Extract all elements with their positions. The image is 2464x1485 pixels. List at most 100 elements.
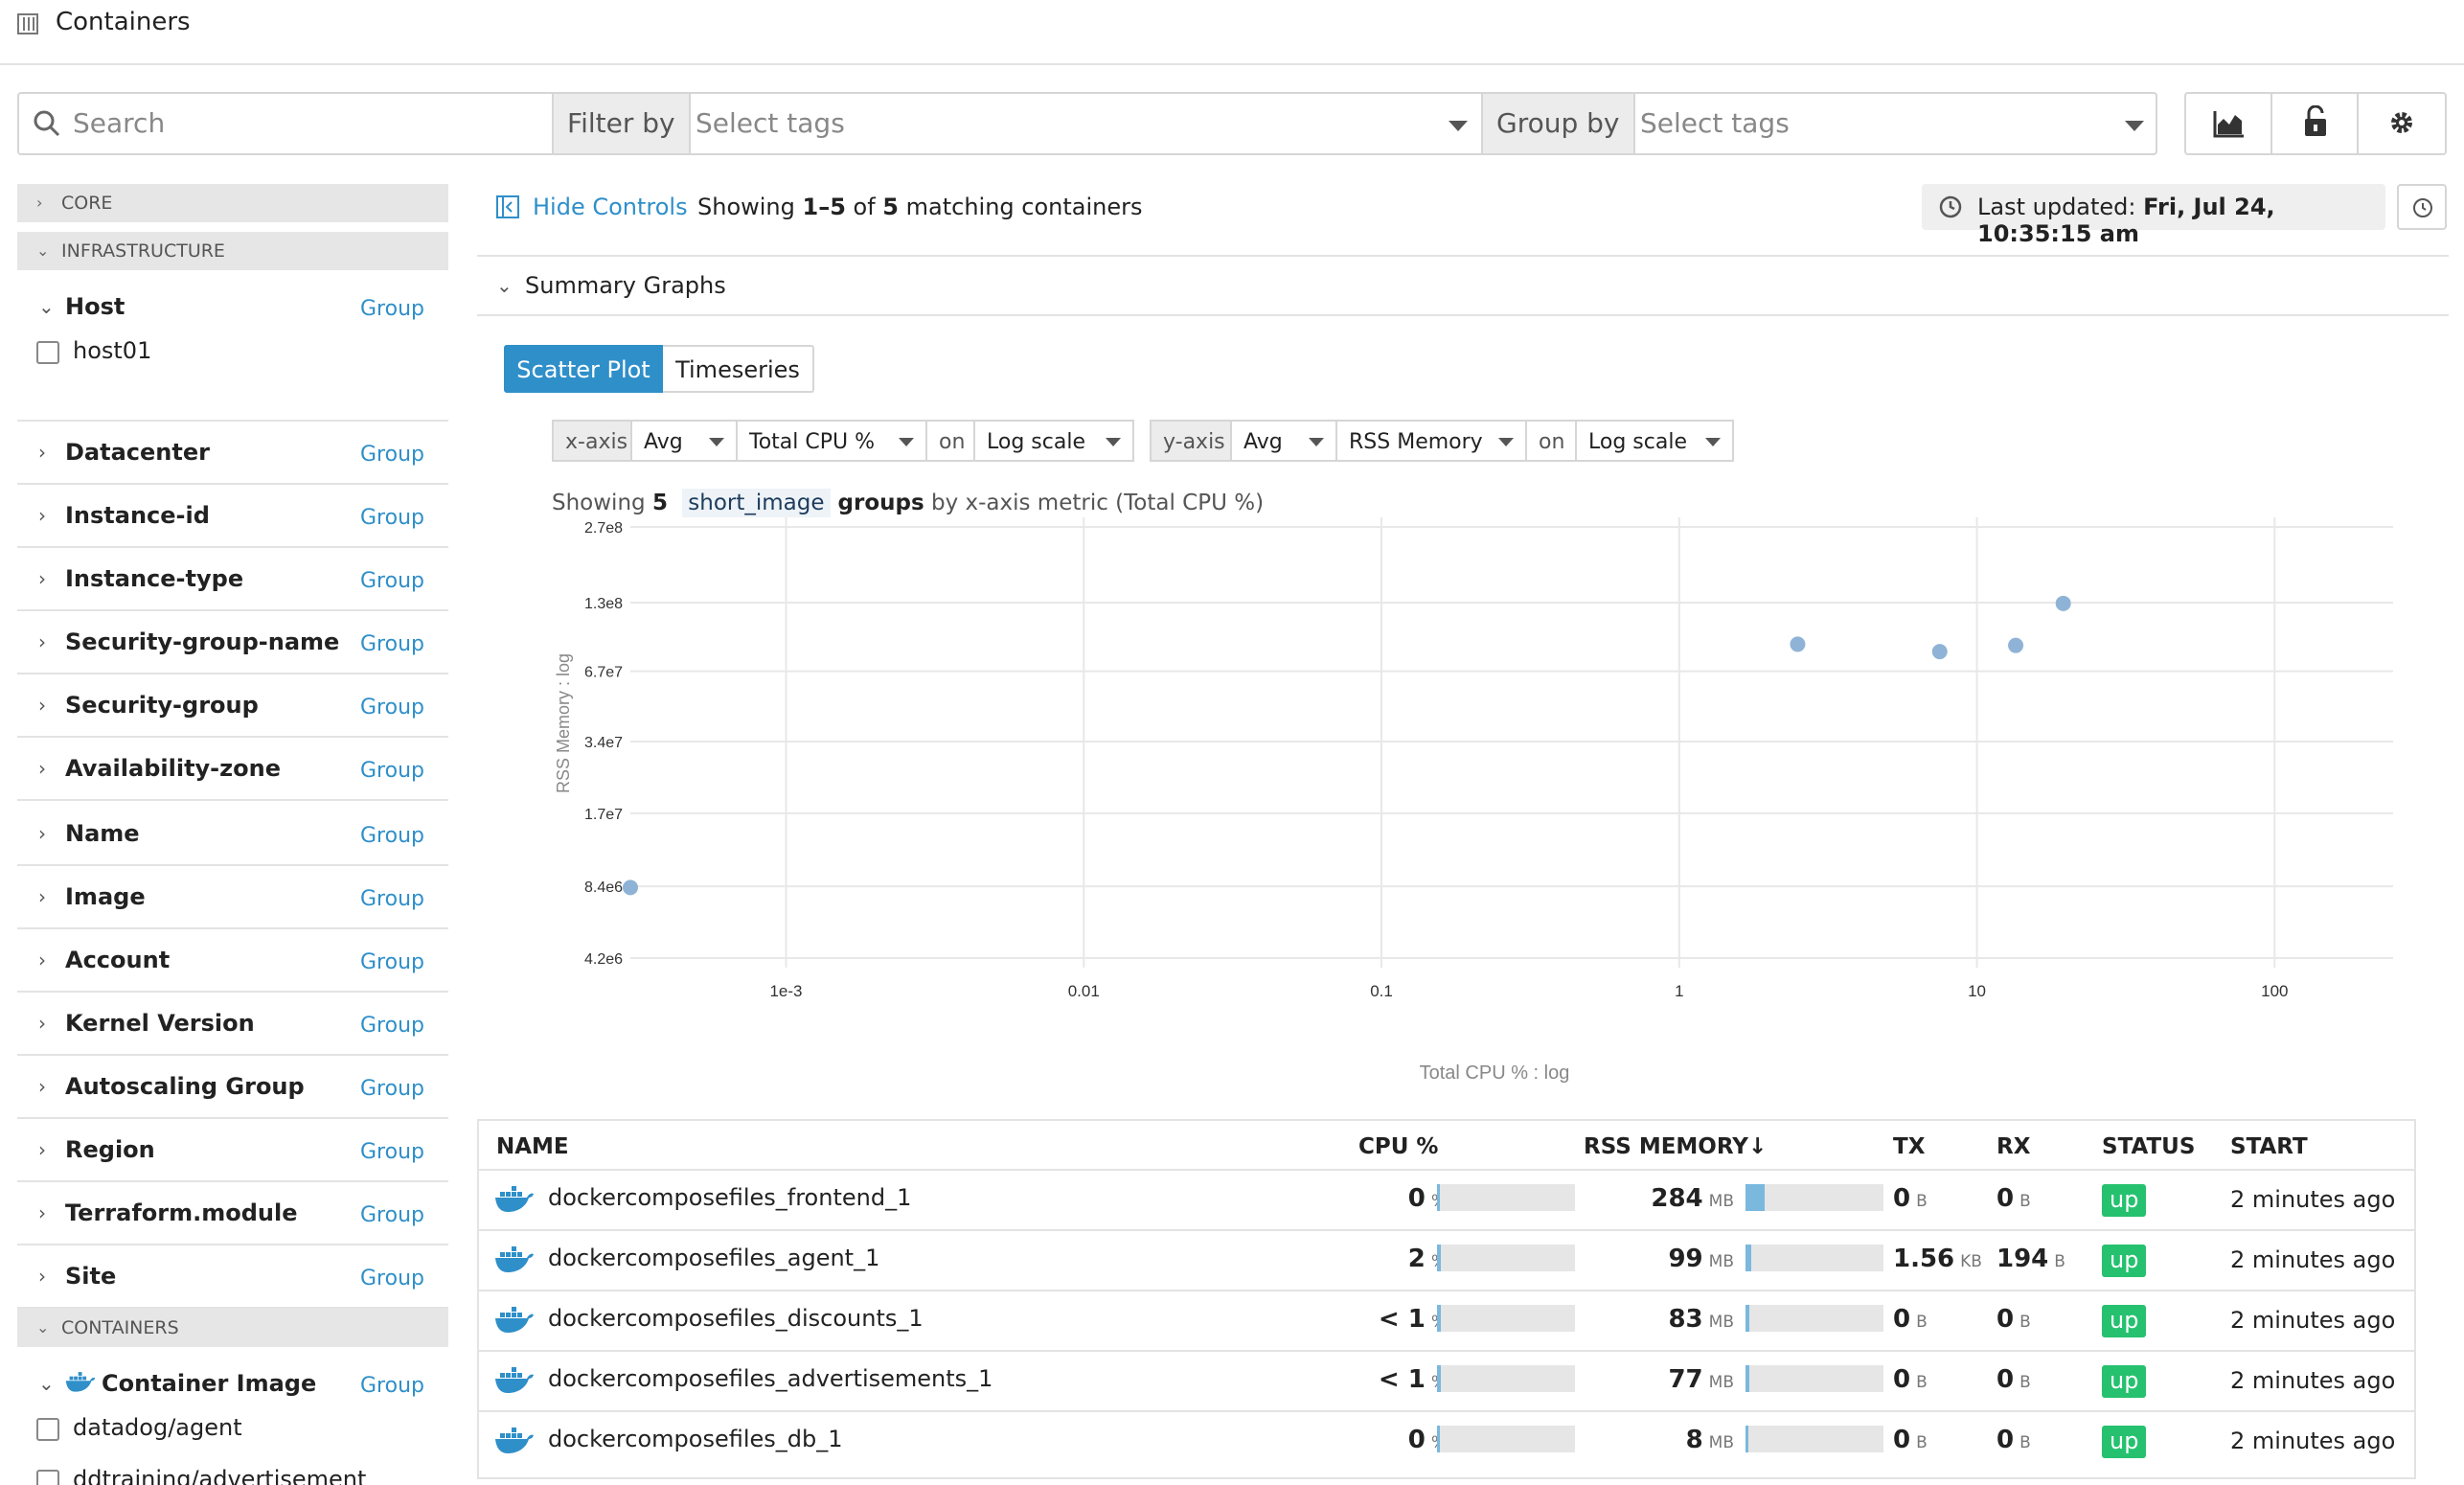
y-axis-scale-select[interactable]: Log scale [1575,420,1734,462]
chevron-right-icon[interactable]: › [38,1012,46,1035]
chevron-right-icon[interactable]: › [38,1265,46,1288]
facet-label[interactable]: Region [65,1136,155,1163]
facet-group-link[interactable]: Group [360,696,424,720]
host01-checkbox[interactable] [36,341,59,364]
facet-group-link[interactable]: Group [360,506,424,530]
search-input[interactable]: Search [73,107,166,139]
chevron-right-icon[interactable]: › [38,1138,46,1161]
chevron-right-icon[interactable]: › [38,757,46,780]
facet-label[interactable]: Datacenter [65,439,210,466]
facet-container-image-group-link[interactable]: Group [360,1374,424,1398]
chevron-down-icon[interactable]: ⌄ [38,1372,55,1395]
facet-label[interactable]: Terraform.module [65,1199,298,1226]
tab-scatter-plot[interactable]: Scatter Plot [504,345,663,393]
chart-toggle-button[interactable] [2186,94,2272,153]
chevron-right-icon[interactable]: › [38,885,46,908]
facet-label[interactable]: Security-group-name [65,628,340,655]
col-header-cpu[interactable]: CPU % [1358,1134,1439,1159]
table-row[interactable]: dockercomposefiles_frontend_10%284MB0B0B… [479,1169,2414,1228]
col-header-status[interactable]: STATUS [2102,1134,2196,1159]
tab-timeseries[interactable]: Timeseries [663,345,814,393]
summary-graphs-toggle[interactable]: Summary Graphs [525,272,726,299]
hide-controls-link[interactable]: Hide Controls [533,194,688,220]
table-row[interactable]: dockercomposefiles_discounts_1< 1%83MB0B… [479,1290,2414,1349]
cpu-number: 0 [1407,1184,1426,1213]
facet-group-link[interactable]: Group [360,1140,424,1164]
container-name[interactable]: dockercomposefiles_advertisements_1 [548,1365,993,1392]
chevron-right-icon[interactable]: › [38,630,46,653]
facet-label[interactable]: Account [65,947,171,973]
container-name[interactable]: dockercomposefiles_frontend_1 [548,1184,912,1211]
y-axis-metric-select[interactable]: RSS Memory [1335,420,1527,462]
start-time: 2 minutes ago [2230,1428,2396,1454]
chevron-down-icon[interactable]: ⌄ [496,274,513,297]
facet-label[interactable]: Availability-zone [65,755,281,782]
facet-group-link[interactable]: Group [360,443,424,467]
group-tags-select[interactable]: Select tags [1640,107,1790,139]
container-image-checkbox[interactable] [36,1418,59,1441]
facet-group-link[interactable]: Group [360,887,424,911]
cpu-value: 2% [1245,1245,1447,1273]
chevron-down-icon[interactable]: ⌄ [38,295,55,318]
facet-label[interactable]: Name [65,820,140,847]
rss-bar-fill [1745,1305,1750,1332]
docker-icon [495,1186,534,1212]
col-header-tx[interactable]: TX [1893,1134,1926,1159]
facet-label[interactable]: Image [65,883,146,910]
tag-chip[interactable]: short_image [682,489,831,517]
rss-bar [1745,1184,1883,1211]
facet-label[interactable]: Site [65,1263,117,1290]
x-axis-agg-select[interactable]: Avg [630,420,738,462]
container-name[interactable]: dockercomposefiles_db_1 [548,1426,843,1452]
section-infrastructure[interactable]: ⌄ INFRASTRUCTURE [17,232,448,270]
last-updated-badge: Last updated: Fri, Jul 24, 10:35:15 am [1922,184,2385,247]
facet-group-link[interactable]: Group [360,824,424,848]
lock-button[interactable] [2272,94,2359,153]
settings-button[interactable] [2359,94,2445,153]
col-header-name[interactable]: NAME [496,1134,569,1159]
container-name[interactable]: dockercomposefiles_agent_1 [548,1245,880,1271]
chevron-right-icon[interactable]: › [38,1075,46,1098]
filter-dropdown-caret-icon[interactable] [1449,121,1468,131]
x-axis-metric-select[interactable]: Total CPU % [736,420,927,462]
container-image-checkbox[interactable] [36,1470,59,1485]
facet-host-group-link[interactable]: Group [360,297,424,321]
facet-group-link[interactable]: Group [360,759,424,783]
facet-group-link[interactable]: Group [360,1077,424,1101]
chevron-right-icon[interactable]: › [38,822,46,845]
facet-group-link[interactable]: Group [360,1267,424,1291]
facet-label[interactable]: Kernel Version [65,1010,255,1037]
filter-tags-select[interactable]: Select tags [696,107,845,139]
facet-group-link[interactable]: Group [360,1014,424,1038]
section-core[interactable]: › CORE [17,184,448,222]
facet-label[interactable]: Autoscaling Group [65,1073,305,1100]
facet-label[interactable]: Security-group [65,692,259,719]
history-button[interactable] [2397,184,2447,230]
table-row[interactable]: dockercomposefiles_agent_1 2% 99 MB 1.56 KB 19… [479,1229,2414,1289]
col-header-rss-memory[interactable]: RSS MEMORY↓ [1584,1134,1768,1159]
x-axis-scale-select[interactable]: Log scale [973,420,1134,462]
chevron-right-icon[interactable]: › [38,567,46,590]
y-axis-agg-select[interactable]: Avg [1230,420,1337,462]
x-axis-scale-value: Log scale [987,430,1085,454]
facet-group-link[interactable]: Group [360,569,424,593]
group-dropdown-caret-icon[interactable] [2125,121,2144,131]
facet-group-link[interactable]: Group [360,1203,424,1227]
chevron-right-icon[interactable]: › [38,441,46,464]
facet-group-link[interactable]: Group [360,632,424,656]
facet-group-link[interactable]: Group [360,950,424,974]
chevron-right-icon[interactable]: › [38,504,46,527]
col-header-start[interactable]: START [2230,1134,2308,1159]
chevron-right-icon[interactable]: › [38,694,46,717]
col-header-rx[interactable]: RX [1996,1134,2031,1159]
table-row[interactable]: dockercomposefiles_advertisements_1 < 1% 7… [479,1350,2414,1409]
section-containers[interactable]: ⌄ CONTAINERS [17,1309,448,1347]
rx-number: 0 [1996,1365,2015,1394]
hide-controls-icon[interactable] [496,195,519,218]
container-name[interactable]: dockercomposefiles_discounts_1 [548,1305,924,1332]
facet-label[interactable]: Instance-id [65,502,210,529]
facet-label[interactable]: Instance-type [65,565,244,592]
chevron-right-icon[interactable]: › [38,1201,46,1224]
chevron-right-icon[interactable]: › [38,948,46,971]
